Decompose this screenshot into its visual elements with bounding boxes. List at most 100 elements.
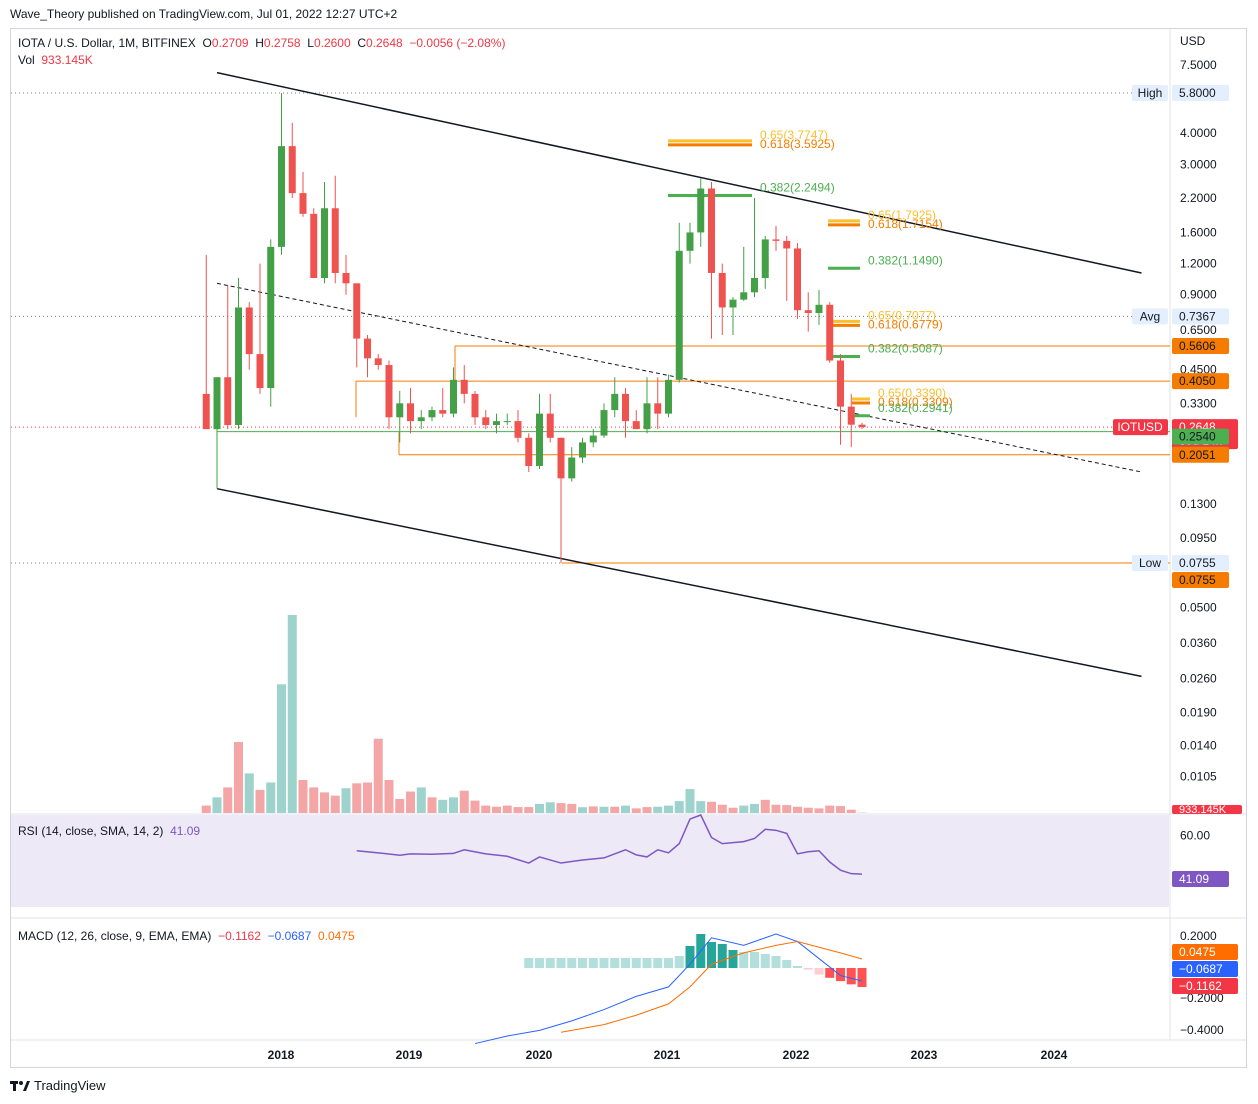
candle-body [374, 358, 382, 366]
macd-histogram-bar [728, 950, 738, 968]
main-legend: IOTA / U.S. Dollar, 1M, BITFINEX O0.2709… [18, 36, 505, 50]
volume-bar [459, 790, 469, 813]
candle [847, 393, 855, 448]
candle-body [783, 240, 791, 249]
candle [213, 377, 221, 489]
candle [299, 171, 307, 217]
y-tick-label: 2.2000 [1180, 191, 1217, 205]
macd-histogram-bar [588, 958, 598, 968]
low-price-badge-text: 0.0755 [1179, 556, 1216, 570]
x-tick-label: 2022 [783, 1048, 810, 1062]
candle-body [837, 360, 844, 407]
axis-currency: USD [1180, 34, 1206, 48]
candle [589, 429, 597, 448]
candle [525, 433, 533, 472]
tradingview-brand: TradingView [34, 1078, 106, 1093]
volume-bar [717, 804, 727, 813]
candle-body [493, 421, 500, 426]
volume-bar [631, 808, 641, 813]
macd-hist-badge-bg [1172, 978, 1238, 994]
candle [407, 388, 414, 434]
volume-bar [599, 806, 609, 813]
avg-price-badge-text: 0.7367 [1179, 309, 1216, 323]
x-tick-label: 2024 [1041, 1048, 1068, 1062]
macd-tick-label: 0.2000 [1180, 929, 1217, 943]
candle-body [729, 299, 737, 308]
candle [600, 403, 608, 438]
macd-line-badge-text: −0.0687 [1179, 962, 1223, 976]
level-badge: 0.5606 [1172, 337, 1229, 354]
rsi-value-badge-bg [1172, 871, 1229, 887]
fib-level-label: 0.65(0.7077) [868, 308, 936, 322]
macd-hist-value: −0.1162 [218, 929, 261, 943]
low-tag: Low [1132, 555, 1168, 571]
y-tick-label: 7.5000 [1180, 58, 1217, 72]
candle [439, 388, 447, 418]
candle-body [740, 292, 748, 300]
macd-line [474, 933, 863, 1045]
macd-histogram-bar [760, 954, 770, 968]
candle-body [718, 272, 726, 308]
macd-histogram-bar [524, 958, 534, 968]
candle [643, 377, 651, 434]
macd-histogram-bar [771, 956, 781, 968]
last-price-tag-bg [1113, 419, 1168, 436]
macd-histogram-bar [545, 958, 555, 968]
volume-bar [707, 801, 716, 813]
volume-badge-bg [1172, 805, 1242, 814]
macd-histogram-bar [610, 958, 620, 968]
y-tick-label: 1.2000 [1180, 257, 1217, 271]
volume-bar [201, 805, 211, 813]
macd-histogram-bar [642, 958, 652, 968]
candle-body [288, 146, 296, 194]
candle-body [407, 403, 414, 422]
x-tick-label: 2021 [654, 1048, 681, 1062]
candle-body [331, 208, 339, 273]
candle-body [804, 310, 812, 314]
rsi-value-badge: 41.09 [1172, 871, 1229, 887]
level-badge-bg [1172, 428, 1229, 445]
macd-histogram-bar [836, 968, 845, 982]
fib-level-label: 0.618(0.6779) [868, 317, 943, 331]
x-tick-label: 2019 [396, 1048, 423, 1062]
macd-legend: MACD (12, 26, close, 9, EMA, EMA) −0.116… [18, 929, 355, 943]
y-tick-label: 1.6000 [1180, 225, 1217, 239]
close-label: C [357, 36, 366, 50]
candle [385, 360, 393, 430]
avg-tag: Avg [1132, 308, 1168, 325]
candle [783, 235, 791, 301]
high-price-badge: 5.8000 [1172, 85, 1229, 101]
candle-body [686, 232, 694, 251]
candle-body [299, 193, 307, 214]
volume-bar [277, 684, 286, 813]
volume-bar [438, 799, 448, 813]
volume-bar [212, 797, 222, 813]
macd-signal-value: 0.0475 [317, 929, 355, 943]
rsi-legend: RSI (14, close, SMA, 14, 2) 41.09 [18, 824, 200, 838]
level-badge-text: 0.2051 [1179, 448, 1216, 462]
candle-body [439, 410, 447, 414]
volume-bar [384, 780, 394, 813]
macd-hist-badge: −0.1162 [1172, 978, 1238, 994]
candle-body [525, 437, 533, 466]
volume-bar [793, 806, 802, 813]
volume-bar [502, 805, 512, 813]
candle-body [708, 188, 715, 273]
macd-histogram-bar [674, 956, 684, 968]
candle-body [761, 239, 769, 279]
change-value: −0.0056 (−2.08%) [409, 36, 506, 50]
volume-bar [309, 787, 319, 813]
macd-histogram-bar [782, 960, 792, 968]
candle-body [450, 379, 457, 414]
volume-bar [330, 795, 340, 813]
candle-body [815, 304, 823, 314]
tradingview-logo[interactable]: TradingView [10, 1078, 106, 1093]
macd-tick-label: −0.4000 [1180, 1023, 1224, 1037]
candle [471, 390, 479, 426]
candle-body [460, 379, 468, 394]
y-tick-label: 0.0190 [1180, 705, 1217, 719]
low-label: L [307, 36, 314, 50]
fib-level-label: 0.65(1.7925) [868, 208, 936, 222]
fib-level-label: 0.382(0.5087) [868, 341, 943, 355]
